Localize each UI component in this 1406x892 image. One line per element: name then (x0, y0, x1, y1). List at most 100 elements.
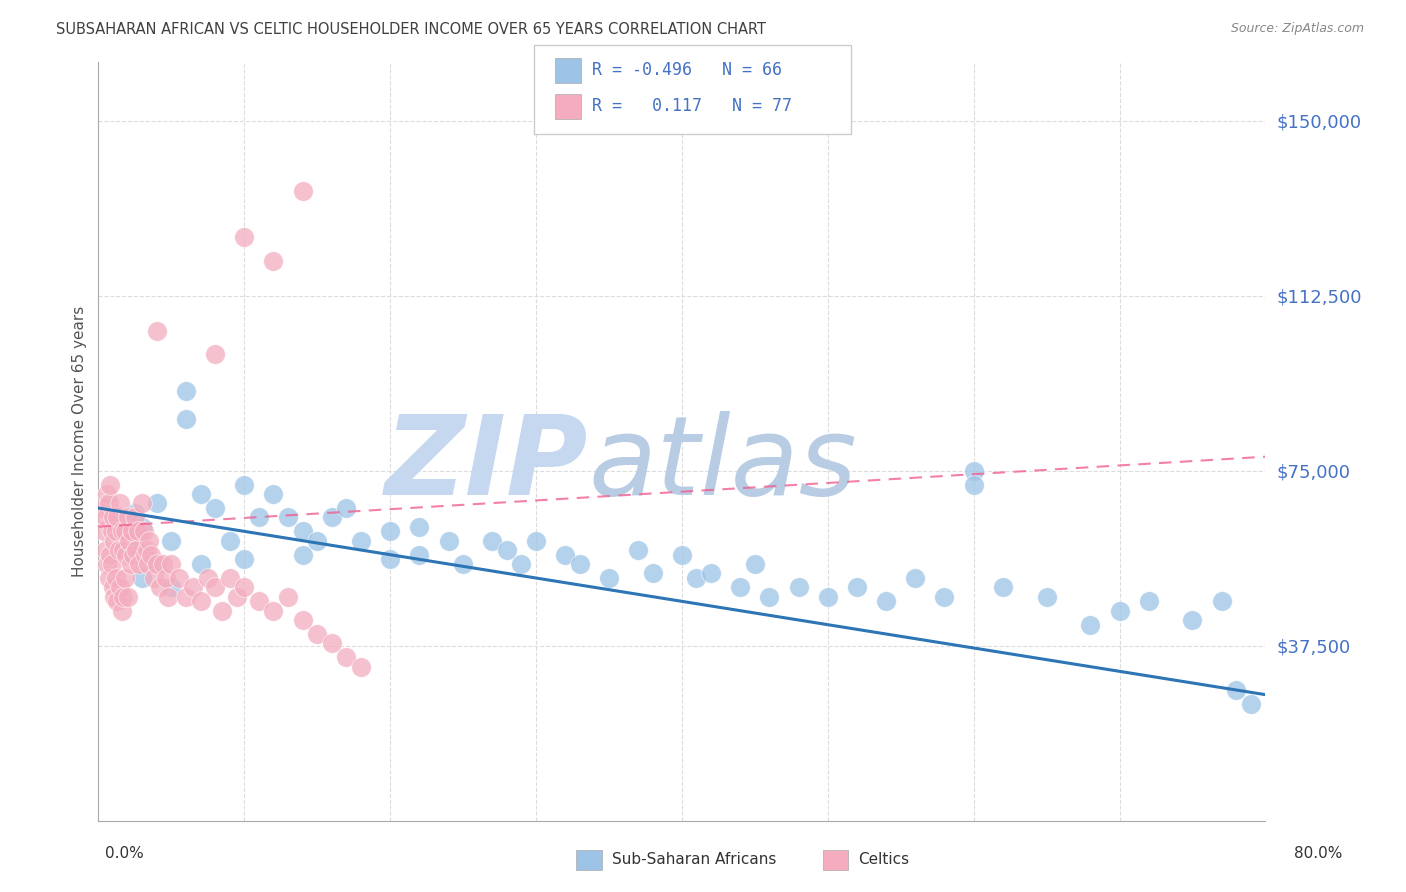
Point (157, 590, 180, 604)
Point (962, 464, 984, 478)
Point (128, 557, 150, 571)
Point (437, 533, 460, 548)
Point (152, 557, 174, 571)
Point (104, 524, 127, 539)
Point (121, 524, 143, 539)
Point (146, 324, 169, 338)
Point (118, 533, 141, 548)
Point (408, 548, 430, 562)
Point (97, 496, 120, 510)
Point (112, 590, 135, 604)
Point (108, 543, 131, 558)
Point (155, 571, 177, 585)
Y-axis label: Householder Income Over 65 years: Householder Income Over 65 years (72, 306, 87, 577)
Point (568, 557, 591, 571)
Point (1225, 683, 1247, 698)
Point (111, 604, 134, 618)
Point (101, 580, 124, 594)
Point (291, 184, 314, 198)
Point (744, 557, 766, 571)
Point (335, 501, 357, 516)
Point (135, 543, 157, 558)
Point (685, 571, 707, 585)
Point (197, 571, 219, 585)
Point (1137, 594, 1160, 608)
Point (127, 524, 149, 539)
Point (277, 590, 299, 604)
Point (380, 524, 402, 539)
Point (321, 636, 343, 650)
Point (136, 557, 159, 571)
Point (846, 580, 869, 594)
Point (174, 590, 197, 604)
Point (96, 487, 118, 501)
Point (96, 557, 118, 571)
Text: 0.0%: 0.0% (105, 847, 145, 861)
Point (1035, 590, 1057, 604)
Point (110, 580, 132, 594)
Point (1211, 594, 1233, 608)
Point (875, 594, 897, 608)
Point (262, 487, 284, 501)
Point (110, 510, 132, 524)
Point (138, 533, 160, 548)
Point (94, 510, 117, 524)
Point (1181, 613, 1204, 627)
Point (104, 571, 127, 585)
Point (758, 590, 780, 604)
Point (510, 557, 533, 571)
Point (524, 533, 547, 548)
Text: R =   0.117   N = 77: R = 0.117 N = 77 (592, 97, 792, 115)
Point (730, 580, 752, 594)
Point (160, 533, 183, 548)
Point (149, 580, 172, 594)
Point (226, 590, 249, 604)
Point (554, 548, 576, 562)
Point (787, 580, 810, 594)
Point (142, 571, 165, 585)
Point (1108, 604, 1130, 618)
Point (962, 477, 984, 491)
Text: ZIP: ZIP (385, 411, 589, 517)
Point (134, 548, 156, 562)
Point (1080, 617, 1102, 632)
Point (291, 548, 314, 562)
Point (350, 659, 373, 673)
Text: Sub-Saharan Africans: Sub-Saharan Africans (612, 853, 776, 867)
Point (101, 510, 124, 524)
Point (307, 627, 329, 641)
Point (124, 543, 146, 558)
Point (671, 548, 693, 562)
Point (335, 650, 357, 665)
Point (103, 533, 125, 548)
Point (233, 580, 256, 594)
Text: Source: ZipAtlas.com: Source: ZipAtlas.com (1230, 22, 1364, 36)
Point (496, 543, 519, 558)
Point (110, 496, 132, 510)
Point (105, 594, 128, 608)
Point (100, 524, 122, 539)
Point (190, 487, 212, 501)
Point (124, 506, 146, 520)
Point (122, 548, 145, 562)
Point (94, 543, 117, 558)
Point (111, 524, 134, 539)
Point (481, 533, 503, 548)
Point (247, 594, 270, 608)
Point (146, 557, 169, 571)
Text: SUBSAHARAN AFRICAN VS CELTIC HOUSEHOLDER INCOME OVER 65 YEARS CORRELATION CHART: SUBSAHARAN AFRICAN VS CELTIC HOUSEHOLDER… (56, 22, 766, 37)
Point (291, 613, 314, 627)
Point (120, 557, 142, 571)
Point (598, 571, 620, 585)
Point (103, 590, 125, 604)
Point (204, 347, 226, 361)
Point (124, 510, 146, 524)
Point (904, 571, 927, 585)
Point (146, 496, 169, 510)
Point (167, 571, 190, 585)
Point (98, 477, 121, 491)
Point (114, 571, 136, 585)
Point (307, 533, 329, 548)
Point (125, 543, 148, 558)
Point (262, 253, 284, 268)
